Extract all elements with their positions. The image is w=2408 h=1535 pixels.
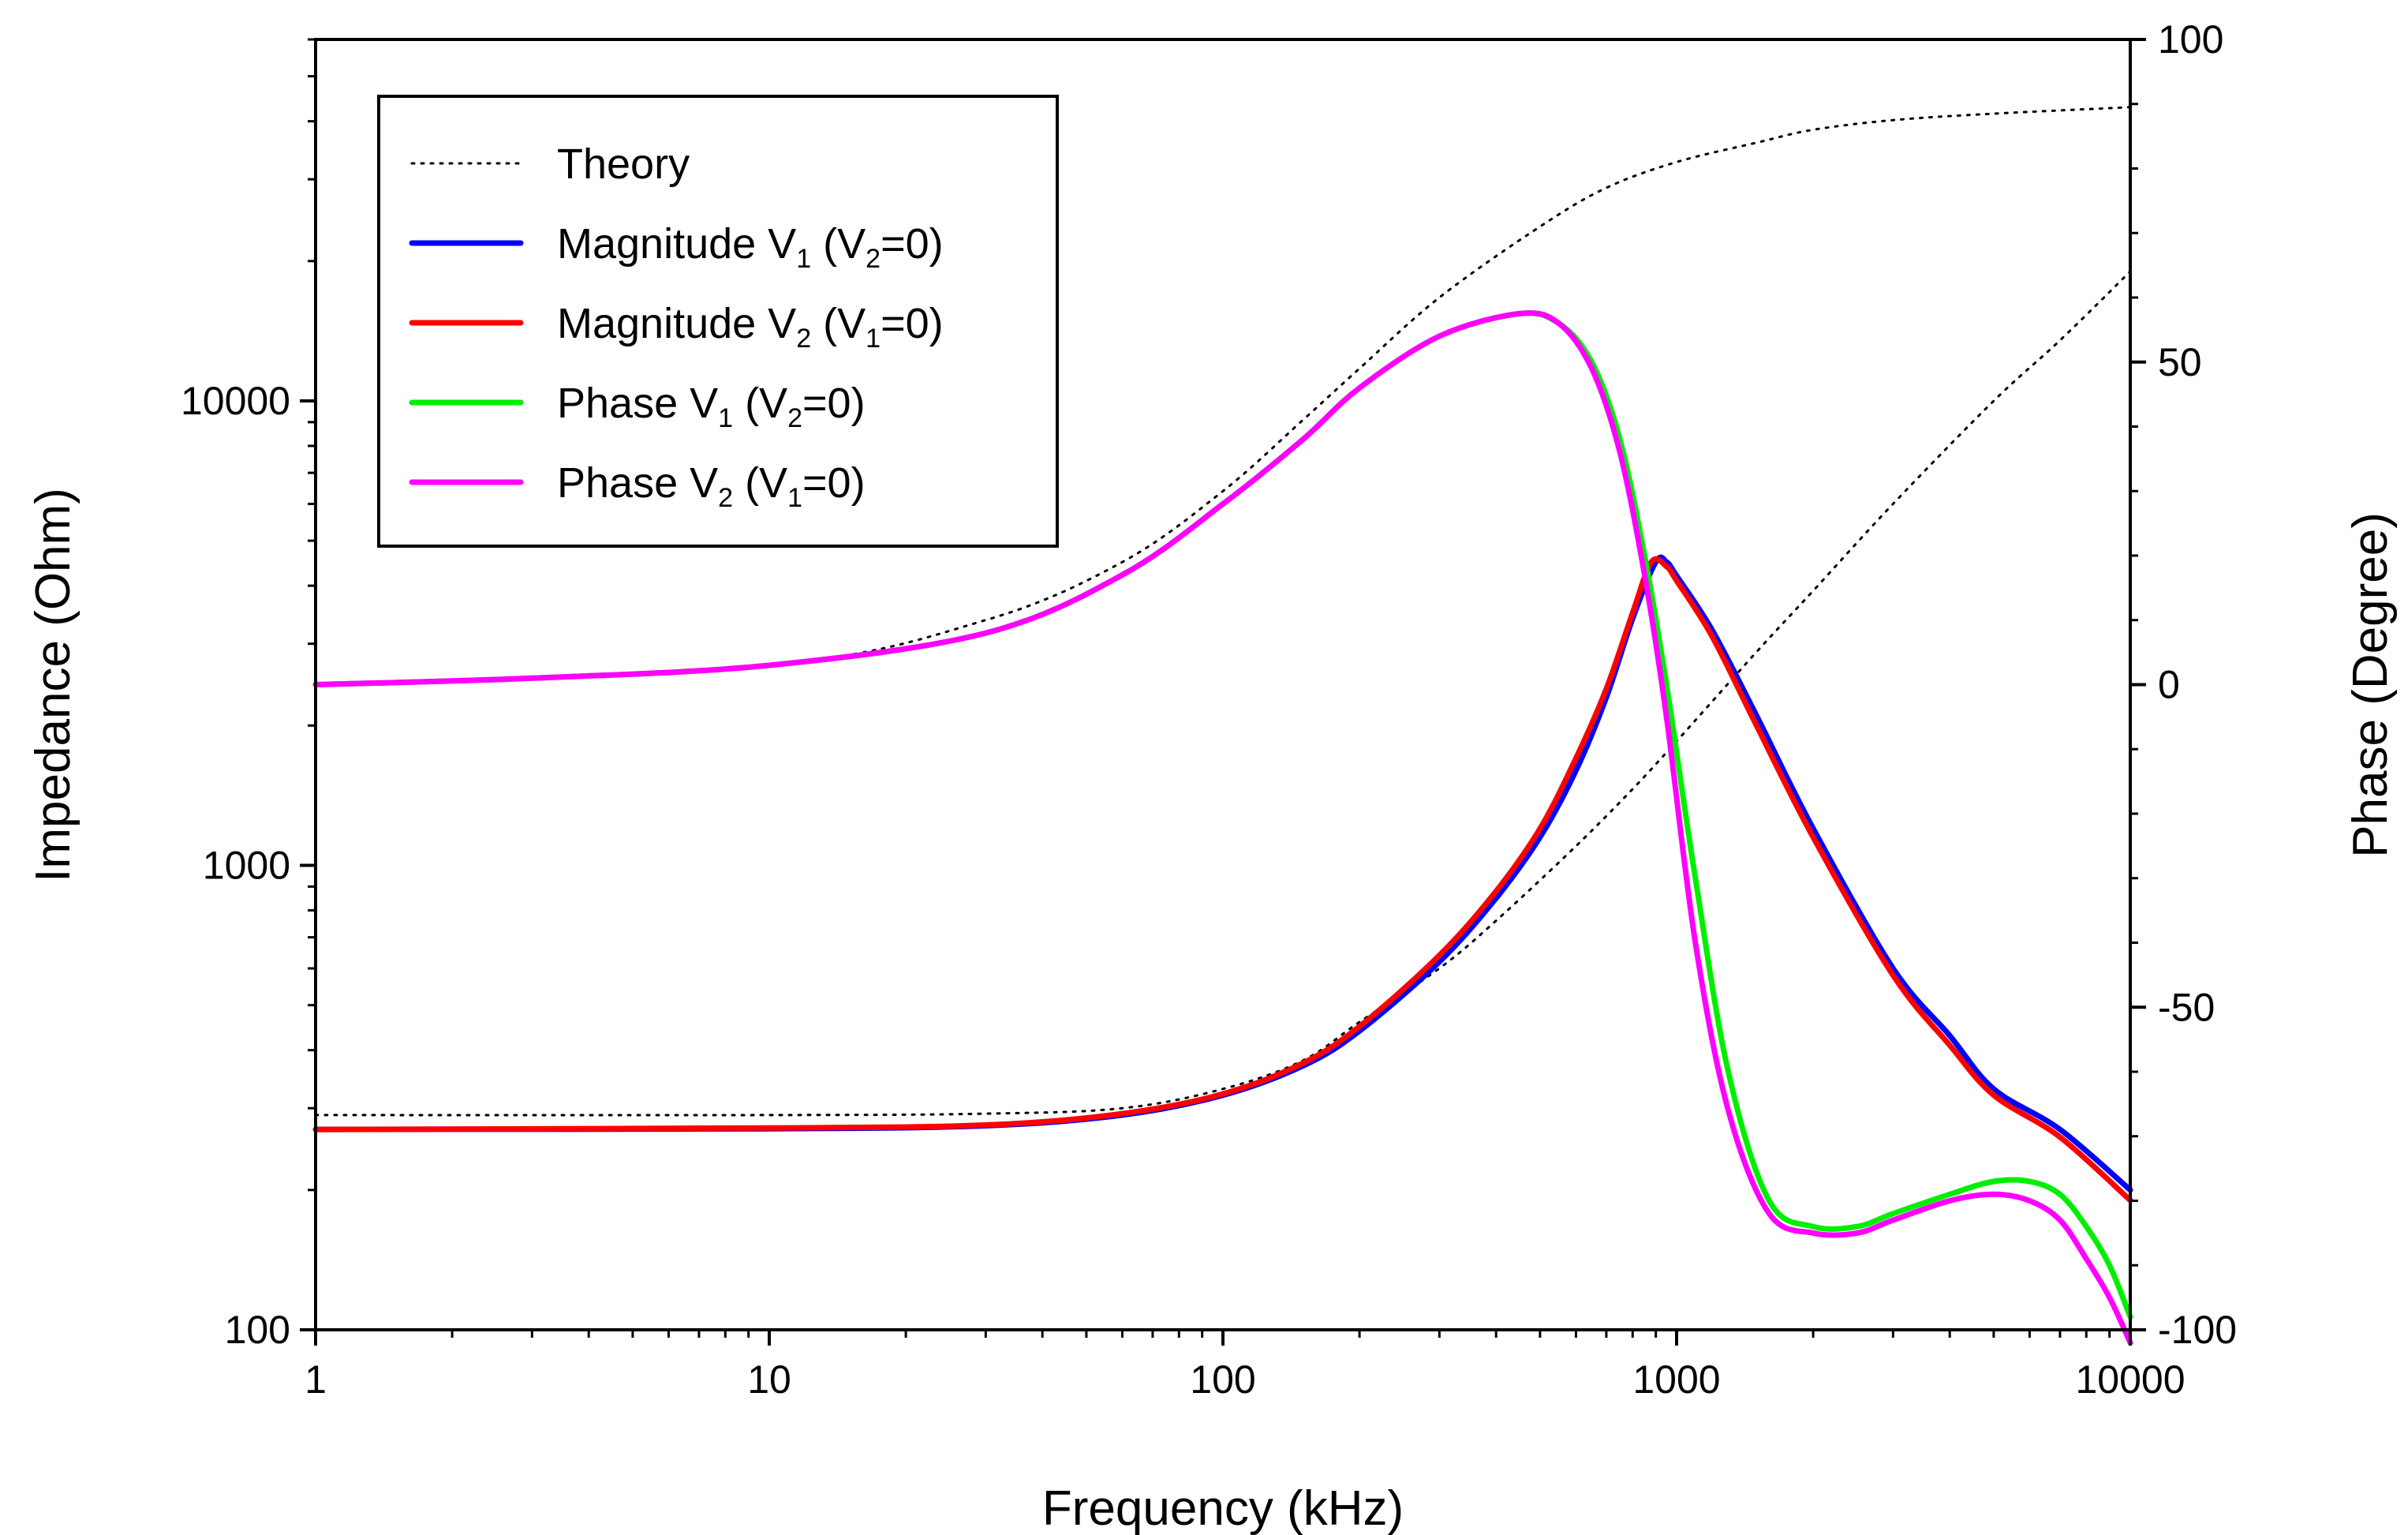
y-tick-label: 1000 [203,843,290,887]
x-tick-label: 100 [1190,1357,1255,1402]
legend: Theory Magnitude V1 (V2=0) Magnitude V2 (V… [377,95,1059,548]
series-line-theory-phase [314,106,2132,686]
y2-tick-label: 50 [2158,340,2202,384]
y2-tick-label: -100 [2158,1308,2237,1352]
legend-label-theory: Theory [557,140,690,188]
tick-layer: 1 10 100 1000 10000 100 1000 10000 -100 -50 0 50 100 [181,17,2237,1402]
x-axis-title: Frequency (kHz) [1042,1481,1404,1535]
legend-items: Theory Magnitude V1 (V2=0) Magnitude V2 (V… [409,140,944,513]
x-tick-label: 10 [747,1357,791,1402]
legend-label-mag_v1: Magnitude V1 (V2=0) [557,220,944,274]
x-tick-label: 1000 [1632,1357,1720,1402]
y2-axis-title: Phase (Degree) [2343,512,2398,858]
y2-tick-label: 100 [2158,17,2223,62]
series-line-theory-magnitude [314,270,2132,1117]
y2-tick-label: -50 [2158,985,2215,1029]
series-line-phase-v2-v1-0 [312,310,2133,1346]
series-layer [312,106,2133,1346]
legend-label-mag_v2: Magnitude V2 (V1=0) [557,300,944,354]
x-tick-label: 10000 [2075,1357,2185,1402]
y-tick-label: 10000 [181,379,290,423]
legend-label-phase_v1: Phase V1 (V2=0) [557,380,866,433]
y-axis-title: Impedance (Ohm) [26,488,80,882]
series-line-magnitude-v2-v1-0 [312,556,2133,1204]
y-tick-label: 100 [225,1308,290,1352]
x-tick-label: 1 [305,1357,327,1402]
legend-label-phase_v2: Phase V2 (V1=0) [557,459,866,513]
y2-tick-label: 0 [2158,663,2180,707]
